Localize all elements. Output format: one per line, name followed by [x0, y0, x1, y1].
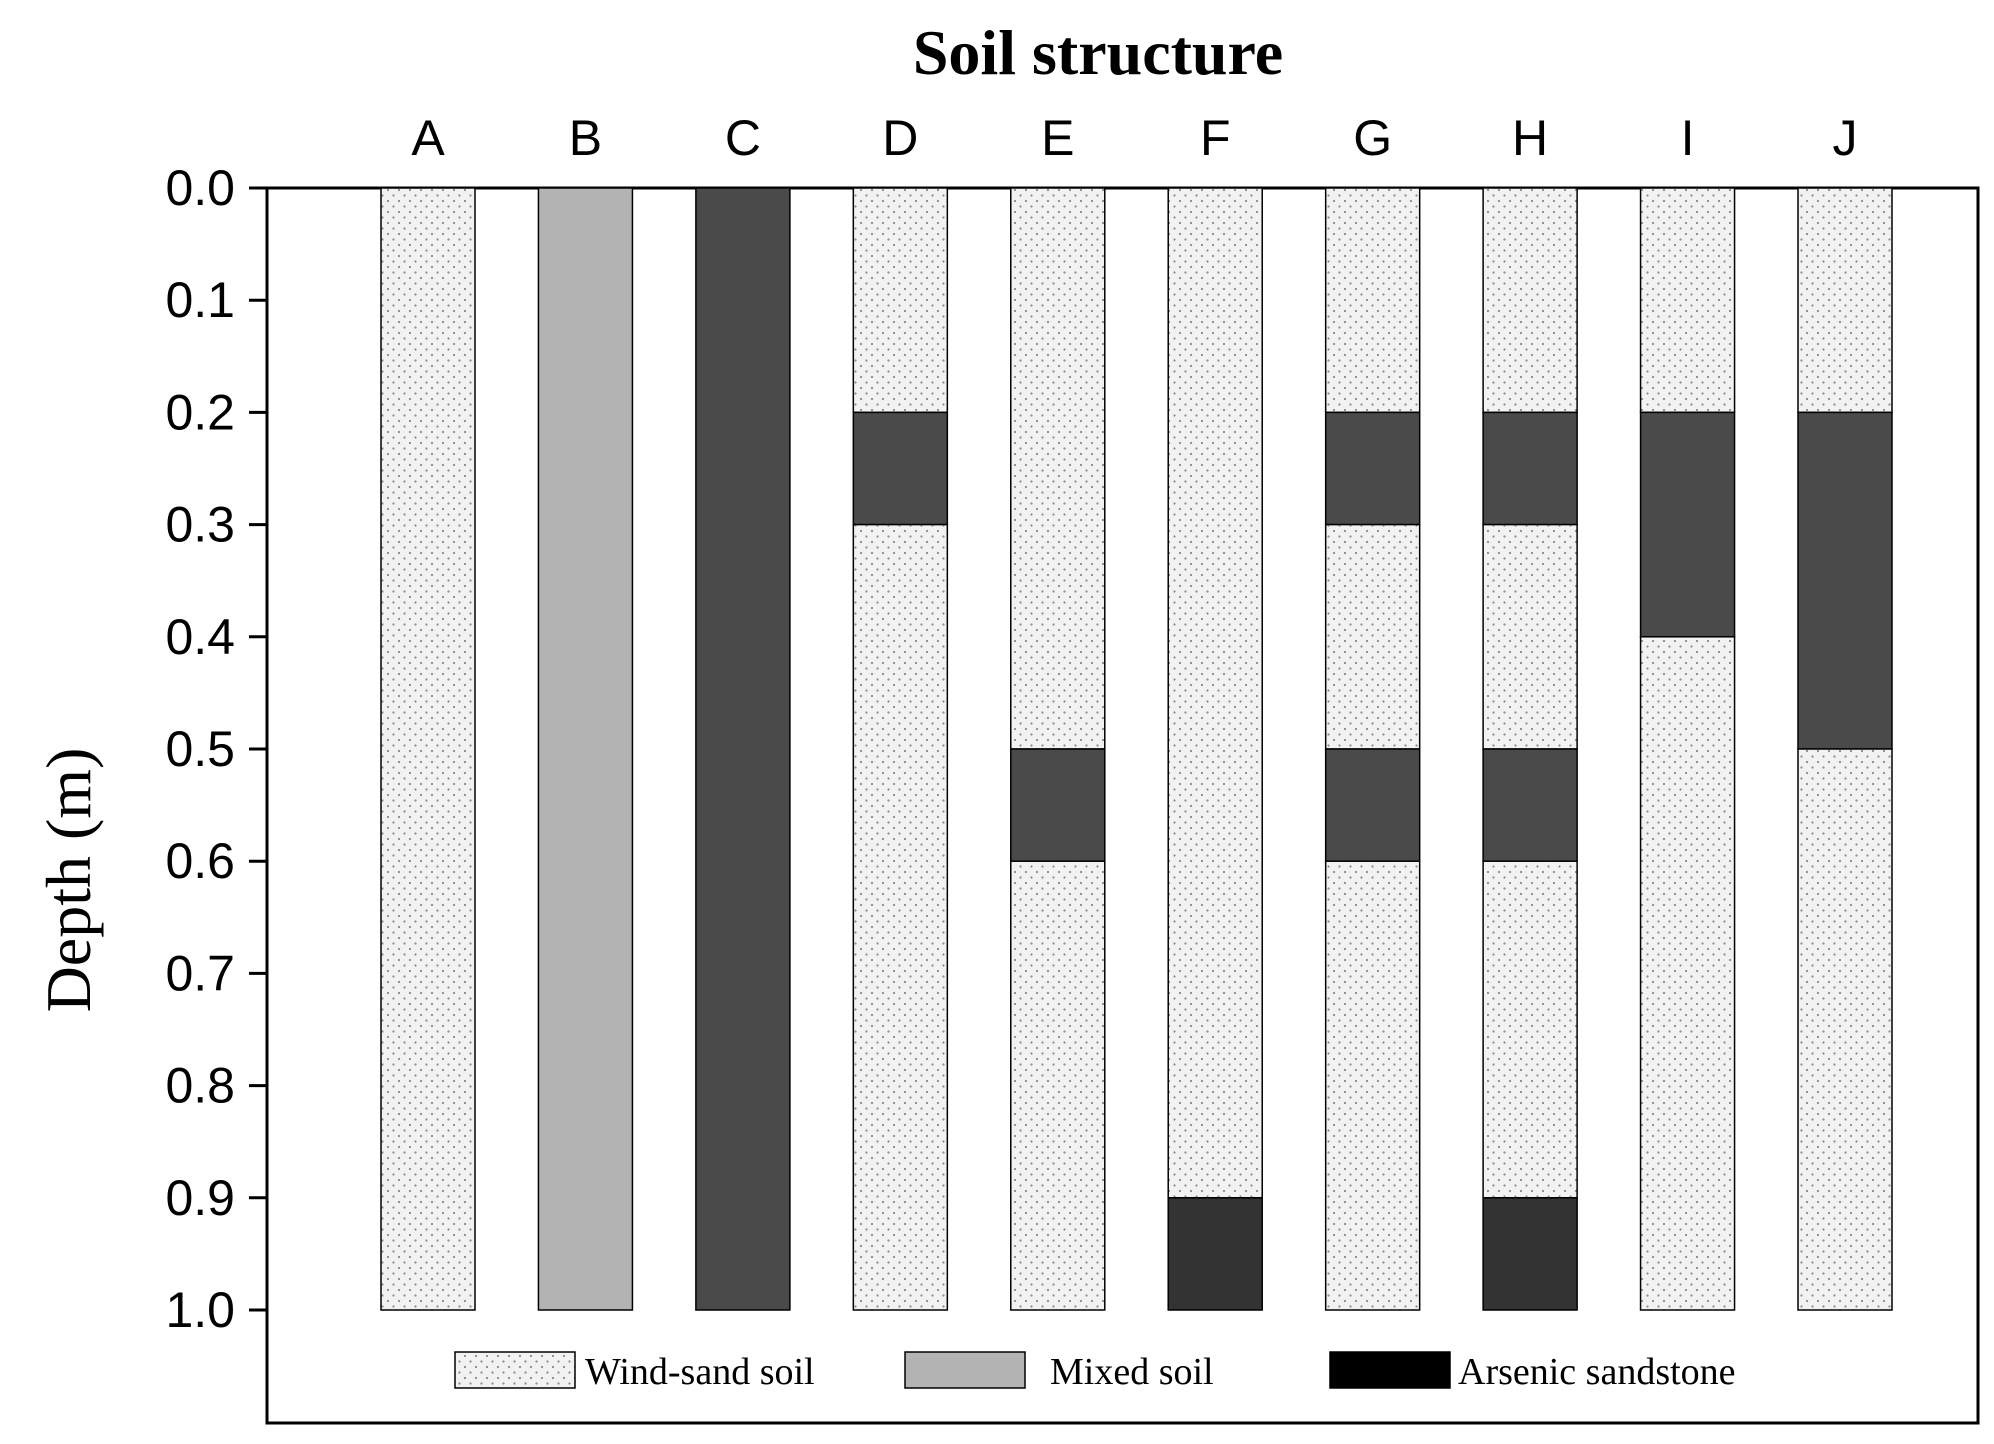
- legend-swatch: [904, 1351, 1026, 1389]
- soil-column-c: [695, 187, 791, 1311]
- legend-label: Mixed soil: [1050, 1351, 1214, 1393]
- soil-layer: [1167, 187, 1263, 1199]
- soil-layer: [1010, 860, 1106, 1311]
- y-tick-label: 0.2: [165, 384, 235, 440]
- y-tick-label: 0.3: [165, 497, 235, 553]
- category-label-c: C: [725, 110, 761, 166]
- y-axis-label: Depth (m): [33, 748, 104, 1013]
- soil-layer: [1639, 187, 1736, 414]
- category-label-h: H: [1512, 110, 1548, 166]
- category-label-d: D: [882, 110, 918, 166]
- soil-layer: [380, 187, 476, 1311]
- soil-layer: [1639, 411, 1736, 638]
- soil-column-b: [537, 187, 634, 1311]
- category-labels: A B C D E F G H I J: [411, 110, 1857, 166]
- y-tick-label: 0.5: [165, 721, 235, 777]
- legend-swatch: [1329, 1351, 1451, 1389]
- soil-layer: [1324, 187, 1421, 414]
- legend-swatch: [454, 1351, 576, 1389]
- y-tick-label: 0.7: [165, 945, 235, 1001]
- category-label-b: B: [569, 110, 602, 166]
- y-tick-label: 0.9: [165, 1170, 235, 1226]
- soil-column-e: [1010, 187, 1106, 1311]
- soil-layer: [1797, 187, 1893, 414]
- chart-title: Soil structure: [913, 17, 1283, 88]
- soil-column-f: [1167, 187, 1263, 1311]
- soil-layer: [1324, 748, 1421, 862]
- soil-layer: [1010, 748, 1106, 862]
- y-axis-ticks: 0.0 0.1 0.2 0.3 0.4 0.5 0.6 0.7 0.8 0.9 1.0: [165, 160, 267, 1338]
- category-label-j: J: [1833, 110, 1858, 166]
- soil-column-d: [852, 187, 949, 1311]
- y-tick-label: 0.6: [165, 833, 235, 889]
- soil-layer: [1482, 187, 1578, 414]
- soil-layer: [852, 187, 949, 414]
- category-label-f: F: [1200, 110, 1231, 166]
- legend: Wind-sand soil Mixed soil Arsenic sandston…: [454, 1351, 1736, 1393]
- category-label-e: E: [1041, 110, 1074, 166]
- soil-layer: [1797, 411, 1893, 750]
- soil-layer: [1324, 411, 1421, 526]
- soil-layer: [1482, 748, 1578, 862]
- y-tick-label: 0.0: [165, 160, 235, 216]
- soil-column-h: [1482, 187, 1578, 1311]
- soil-layer: [695, 187, 791, 1311]
- y-tick-label: 0.8: [165, 1058, 235, 1114]
- soil-column-i: [1639, 187, 1736, 1311]
- soil-column-a: [380, 187, 476, 1311]
- soil-column-g: [1324, 187, 1421, 1311]
- soil-layer: [1324, 860, 1421, 1311]
- y-tick-label: 0.1: [165, 272, 235, 328]
- soil-layer: [1482, 411, 1578, 526]
- category-label-g: G: [1353, 110, 1392, 166]
- y-tick-label: 0.4: [165, 609, 235, 665]
- soil-layer: [1639, 636, 1736, 1311]
- soil-layer: [1482, 523, 1578, 750]
- soil-layer: [1482, 860, 1578, 1199]
- soil-layer: [1797, 748, 1893, 1311]
- soil-layer: [1482, 1197, 1578, 1311]
- category-label-i: I: [1681, 110, 1695, 166]
- y-tick-label: 1.0: [165, 1282, 235, 1338]
- soil-layer: [1167, 1197, 1263, 1311]
- plot-frame: [265, 186, 1980, 1425]
- soil-layer: [1324, 523, 1421, 750]
- soil-layer: [537, 187, 634, 1311]
- category-label-a: A: [411, 110, 445, 166]
- soil-column-j: [1797, 187, 1893, 1311]
- legend-label: Wind-sand soil: [585, 1351, 815, 1393]
- legend-label: Arsenic sandstone: [1458, 1351, 1736, 1393]
- soil-layer: [1010, 187, 1106, 750]
- soil-layer: [852, 411, 949, 526]
- soil-layer: [852, 523, 949, 1311]
- soil-columns: [380, 187, 1893, 1311]
